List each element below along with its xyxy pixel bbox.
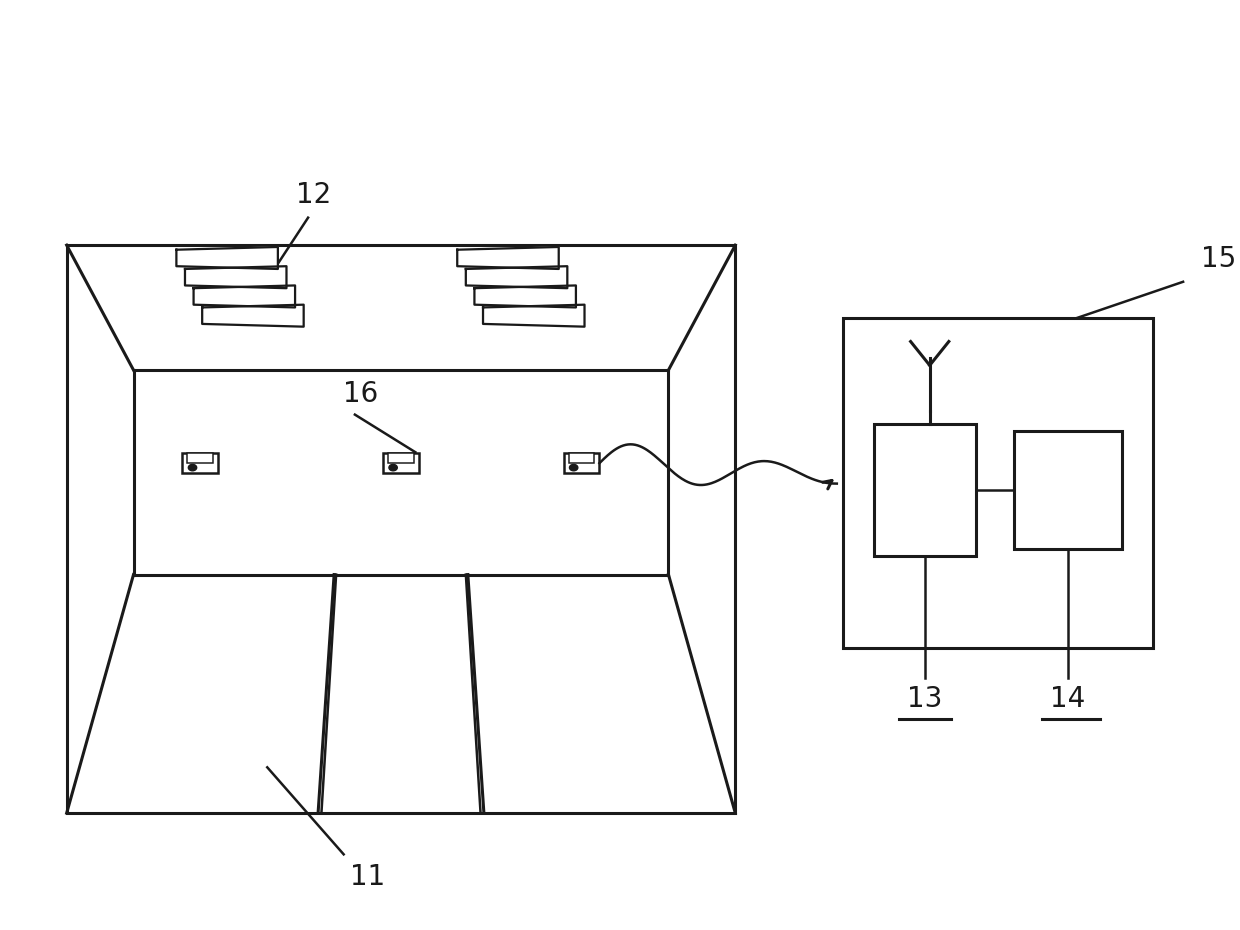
Polygon shape [458, 247, 559, 269]
Text: 11: 11 [350, 863, 386, 891]
Bar [843, 318, 1153, 648]
Bar [67, 246, 735, 813]
Polygon shape [484, 305, 584, 326]
Circle shape [569, 464, 578, 471]
Polygon shape [466, 266, 568, 288]
Circle shape [389, 464, 397, 471]
Text: 12: 12 [296, 180, 331, 208]
Polygon shape [176, 247, 278, 269]
Text: 15: 15 [1202, 245, 1236, 272]
Text: 14: 14 [1050, 684, 1085, 712]
Bar [187, 453, 213, 463]
Polygon shape [202, 305, 304, 326]
Bar [383, 453, 419, 473]
Text: 13: 13 [908, 684, 942, 712]
Bar [182, 453, 218, 473]
Bar [874, 424, 976, 556]
Text: 16: 16 [343, 380, 378, 408]
Polygon shape [475, 286, 575, 308]
Bar [569, 453, 594, 463]
Circle shape [188, 464, 197, 471]
Bar [388, 453, 414, 463]
Bar [1013, 431, 1122, 550]
Polygon shape [185, 266, 286, 288]
Polygon shape [193, 286, 295, 308]
Bar [564, 453, 599, 473]
